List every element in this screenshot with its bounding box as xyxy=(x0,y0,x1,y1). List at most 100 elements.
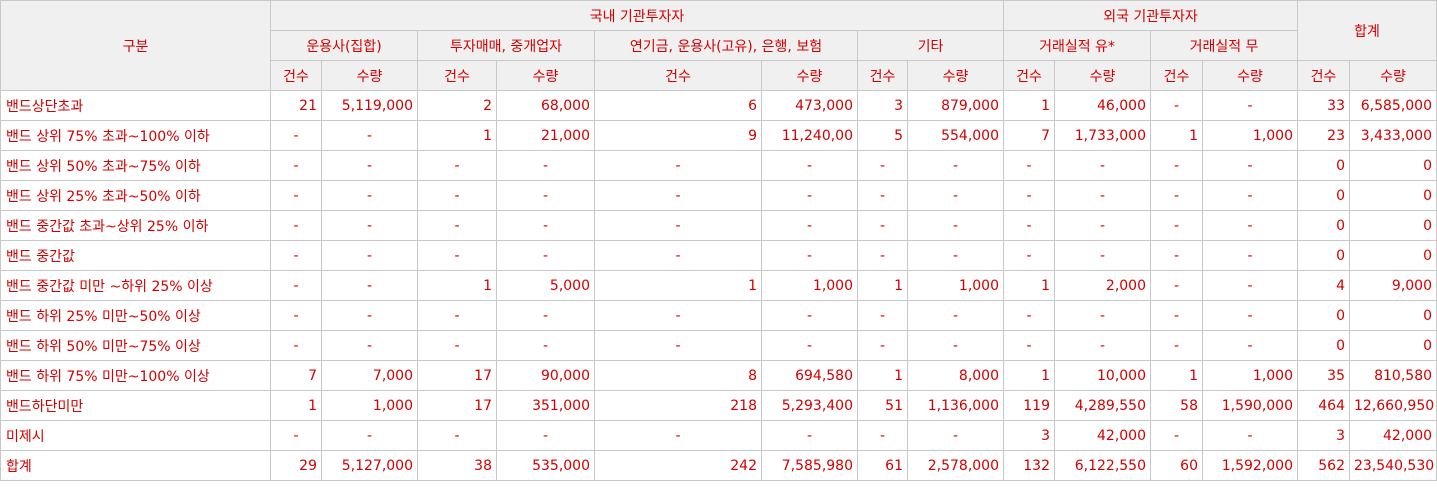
table-cell: 5 xyxy=(857,120,908,151)
table-cell: - xyxy=(1003,210,1055,241)
table-cell: - xyxy=(417,420,497,451)
table-cell: 0 xyxy=(1348,240,1437,271)
table-cell: - xyxy=(496,420,595,451)
table-cell: - xyxy=(1202,240,1298,271)
table-cell: 1,136,000 xyxy=(907,390,1004,421)
header-amount: 수량 xyxy=(496,60,595,91)
table-cell: - xyxy=(417,240,497,271)
table-cell: - xyxy=(496,180,595,211)
table-cell: 33 xyxy=(1297,90,1350,121)
table-cell: 464 xyxy=(1297,390,1350,421)
row-label: 밴드 중간값 초과~상위 25% 이하 xyxy=(0,210,271,241)
table-cell: - xyxy=(761,210,858,241)
table-cell: 1 xyxy=(1003,90,1055,121)
table-row: 밴드 중간값 초과~상위 25% 이하 - - - - - - - - - - - -0 0 xyxy=(0,210,1437,241)
table-cell: 1,592,000 xyxy=(1202,450,1298,481)
table-cell: - xyxy=(1150,270,1203,301)
header-amount: 수량 xyxy=(1348,60,1437,91)
table-cell: 1 xyxy=(270,390,322,421)
table-cell: - xyxy=(270,330,322,361)
table-cell: 61 xyxy=(857,450,908,481)
table-cell: 58 xyxy=(1150,390,1203,421)
table-cell: - xyxy=(857,240,908,271)
header-category: 구분 xyxy=(0,0,271,91)
table-cell: - xyxy=(907,300,1004,331)
header-amount: 수량 xyxy=(321,60,418,91)
table-cell: 0 xyxy=(1348,180,1437,211)
table-cell: 1,000 xyxy=(1202,120,1298,151)
table-cell: - xyxy=(1150,150,1203,181)
table-row: 밴드 하위 50% 미만~75% 이상 - - - - - - - - - - - -0 0 xyxy=(0,330,1437,361)
table-cell: 68,000 xyxy=(496,90,595,121)
table-cell: - xyxy=(1003,240,1055,271)
table-cell: 5,000 xyxy=(496,270,595,301)
table-cell: - xyxy=(270,240,322,271)
table-cell: 8,000 xyxy=(907,360,1004,391)
table-cell: - xyxy=(321,180,418,211)
table-cell: - xyxy=(857,300,908,331)
table-cell: 0 xyxy=(1297,180,1350,211)
table-cell: 9 xyxy=(594,120,762,151)
table-cell: 694,580 xyxy=(761,360,858,391)
table-cell: - xyxy=(1150,90,1203,121)
table-cell: - xyxy=(594,150,762,181)
table-cell: 0 xyxy=(1297,150,1350,181)
table-cell: 1 xyxy=(417,270,497,301)
table-cell: 1,000 xyxy=(761,270,858,301)
table-cell: - xyxy=(1150,210,1203,241)
row-label: 밴드하단미만 xyxy=(0,390,271,421)
table-cell: 5,293,400 xyxy=(761,390,858,421)
table-cell: - xyxy=(496,300,595,331)
table-cell: - xyxy=(496,150,595,181)
table-cell: - xyxy=(321,120,418,151)
table-cell: - xyxy=(857,210,908,241)
table-cell: 535,000 xyxy=(496,450,595,481)
table-cell: - xyxy=(1054,300,1151,331)
table-cell: 21 xyxy=(270,90,322,121)
table-cell: - xyxy=(417,300,497,331)
table-cell: - xyxy=(761,420,858,451)
table-cell: - xyxy=(321,330,418,361)
row-label: 밴드 하위 75% 미만~100% 이상 xyxy=(0,360,271,391)
table-cell: 90,000 xyxy=(496,360,595,391)
table-cell: 1 xyxy=(1150,360,1203,391)
table-cell: - xyxy=(496,210,595,241)
table-cell: 1 xyxy=(1003,360,1055,391)
table-cell: - xyxy=(270,270,322,301)
table-cell: 10,000 xyxy=(1054,360,1151,391)
table-cell: 51 xyxy=(857,390,908,421)
header-amount: 수량 xyxy=(1202,60,1298,91)
table-cell: - xyxy=(907,330,1004,361)
header-domestic: 국내 기관투자자 xyxy=(270,0,1004,31)
table-row: 밴드하단미만 1 1,000 17 351,000 218 5,293,400 51 1,136… xyxy=(0,390,1437,421)
table-cell: 3 xyxy=(1297,420,1350,451)
table-cell: - xyxy=(1150,300,1203,331)
table-cell: 810,580 xyxy=(1348,360,1437,391)
table-cell: 11,240,00 xyxy=(761,120,858,151)
table-cell: - xyxy=(417,330,497,361)
table-cell: - xyxy=(857,420,908,451)
table-cell: - xyxy=(1003,180,1055,211)
row-label: 합계 xyxy=(0,450,271,481)
header-count: 건수 xyxy=(857,60,908,91)
table-cell: 242 xyxy=(594,450,762,481)
table-cell: 6,122,550 xyxy=(1054,450,1151,481)
row-label: 미제시 xyxy=(0,420,271,451)
table-cell: - xyxy=(761,300,858,331)
table-cell: 1 xyxy=(1150,120,1203,151)
header-amount: 수량 xyxy=(761,60,858,91)
table-cell: - xyxy=(1202,330,1298,361)
row-label: 밴드 하위 50% 미만~75% 이상 xyxy=(0,330,271,361)
table-cell: 5,127,000 xyxy=(321,450,418,481)
table-cell: - xyxy=(761,330,858,361)
table-cell: - xyxy=(907,210,1004,241)
table-cell: - xyxy=(270,420,322,451)
header-group: 거래실적 무 xyxy=(1150,30,1298,61)
table-cell: 554,000 xyxy=(907,120,1004,151)
table-row: 밴드 하위 25% 미만~50% 이상 - - - - - - - - - - - -0 0 xyxy=(0,300,1437,331)
table-cell: 17 xyxy=(417,360,497,391)
table-cell: - xyxy=(594,240,762,271)
table-row: 밴드 하위 75% 미만~100% 이상 7 7,000 17 90,000 8 694,5… xyxy=(0,360,1437,391)
table-cell: 1 xyxy=(417,120,497,151)
table-cell: - xyxy=(857,330,908,361)
